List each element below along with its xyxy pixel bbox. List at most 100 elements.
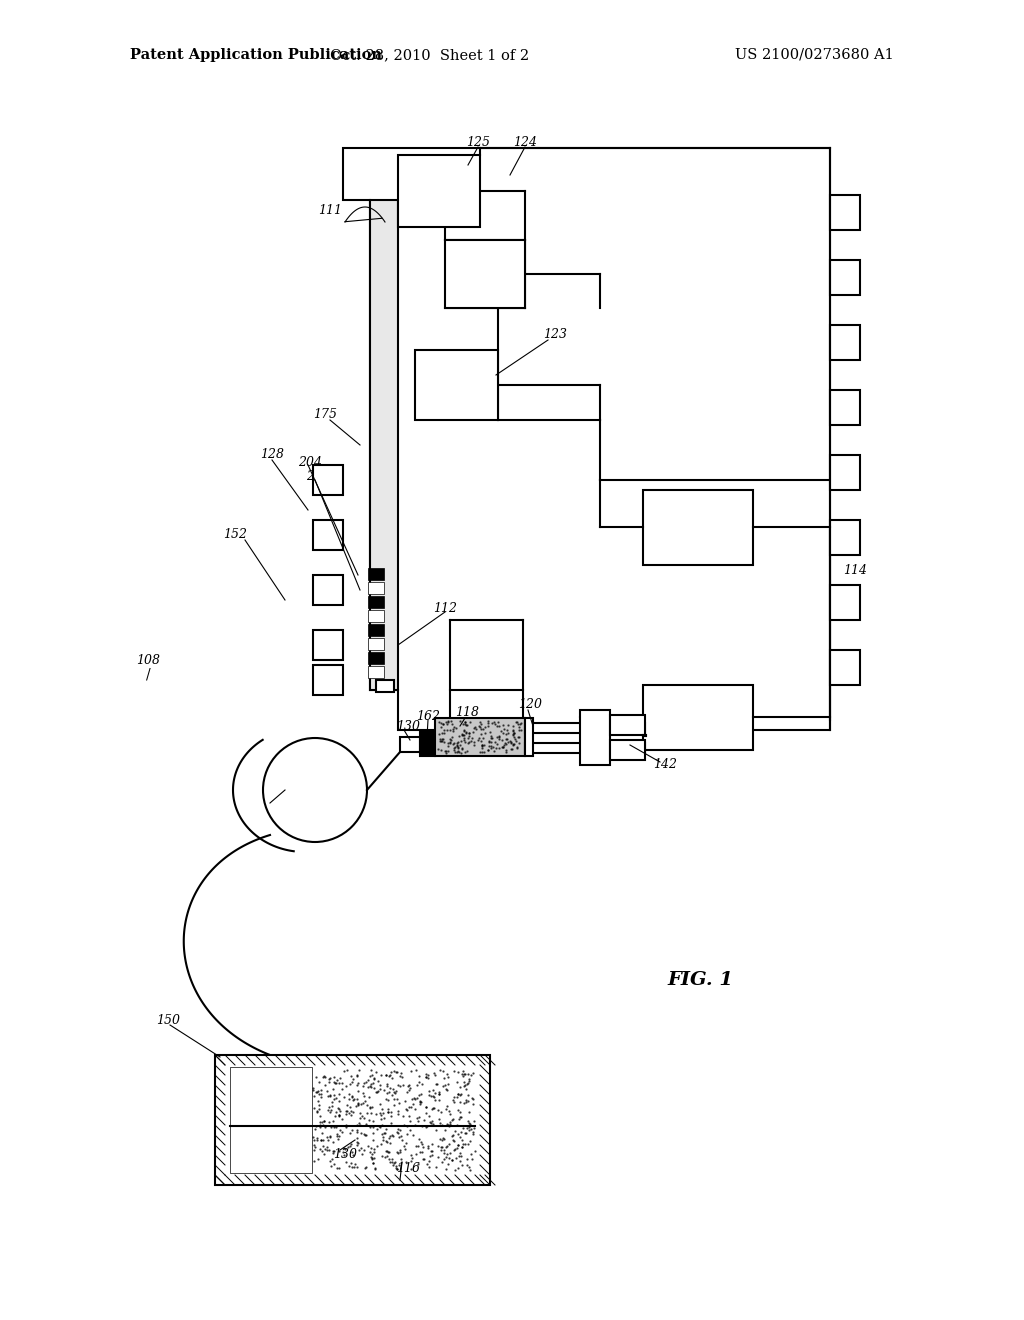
Point	[433, 739, 450, 760]
Point	[392, 1139, 409, 1160]
Point	[483, 727, 500, 748]
Point	[453, 1106, 469, 1127]
Point	[338, 1114, 354, 1135]
Point	[370, 1081, 386, 1102]
Point	[348, 1119, 365, 1140]
Point	[443, 710, 460, 731]
Point	[413, 1092, 429, 1113]
Point	[318, 1080, 335, 1101]
Point	[366, 1068, 382, 1089]
Point	[481, 735, 498, 756]
Point	[309, 1081, 326, 1102]
Point	[336, 1144, 352, 1166]
Point	[403, 1060, 420, 1081]
Bar	[313, 520, 343, 550]
Point	[430, 1135, 446, 1156]
Point	[375, 1127, 391, 1148]
Point	[459, 1148, 475, 1170]
Point	[314, 1067, 331, 1088]
Point	[356, 1125, 373, 1146]
Point	[435, 1148, 452, 1170]
Point	[397, 1133, 414, 1154]
Point	[359, 1104, 376, 1125]
Point	[311, 1106, 328, 1127]
Point	[407, 1114, 423, 1135]
Bar	[398, 154, 480, 227]
Point	[412, 1092, 428, 1113]
Point	[357, 1090, 374, 1111]
Point	[432, 1129, 449, 1150]
Point	[492, 715, 508, 737]
Point	[310, 1090, 327, 1111]
Point	[312, 1114, 329, 1135]
Point	[441, 733, 458, 754]
Point	[338, 1074, 354, 1096]
Point	[484, 713, 501, 734]
Point	[402, 1096, 419, 1117]
Point	[444, 1090, 461, 1111]
Point	[364, 1073, 380, 1094]
Point	[334, 1072, 350, 1093]
Point	[315, 1110, 332, 1131]
Point	[322, 1127, 338, 1148]
Point	[445, 718, 462, 739]
Point	[475, 727, 492, 748]
Point	[454, 730, 470, 751]
Point	[499, 729, 515, 750]
Point	[393, 1130, 410, 1151]
Point	[438, 1143, 455, 1164]
Bar	[368, 568, 384, 579]
Point	[430, 1147, 446, 1168]
Point	[460, 1133, 476, 1154]
Point	[466, 1117, 482, 1138]
Point	[472, 715, 488, 737]
Point	[511, 733, 527, 754]
Point	[428, 1073, 444, 1094]
Point	[440, 711, 457, 733]
Point	[328, 1072, 344, 1093]
Point	[461, 722, 477, 743]
Point	[389, 1142, 406, 1163]
Point	[474, 734, 490, 755]
Point	[379, 1131, 395, 1152]
Point	[377, 1122, 393, 1143]
Point	[392, 1063, 409, 1084]
Point	[329, 1102, 345, 1123]
Point	[369, 1135, 385, 1156]
Point	[344, 1142, 360, 1163]
Point	[418, 1067, 434, 1088]
Point	[375, 1102, 391, 1123]
Point	[460, 1072, 476, 1093]
Bar	[610, 741, 645, 760]
Point	[326, 1154, 342, 1175]
Point	[432, 711, 449, 733]
Point	[309, 1101, 326, 1122]
Point	[342, 1122, 358, 1143]
Point	[455, 1063, 471, 1084]
Point	[344, 1085, 360, 1106]
Point	[403, 1088, 420, 1109]
Point	[452, 711, 468, 733]
Point	[483, 737, 500, 758]
Point	[504, 738, 520, 759]
Point	[486, 711, 503, 733]
Point	[509, 737, 525, 758]
Point	[381, 1148, 397, 1170]
Point	[351, 1060, 368, 1081]
Point	[485, 737, 502, 758]
Point	[313, 1122, 330, 1143]
Point	[391, 1119, 408, 1140]
Point	[456, 721, 472, 742]
Point	[455, 725, 471, 746]
Point	[437, 1119, 454, 1140]
Point	[446, 742, 463, 763]
Point	[418, 1102, 434, 1123]
Point	[354, 1093, 371, 1114]
Point	[459, 1073, 475, 1094]
Point	[352, 1102, 369, 1123]
Point	[305, 1080, 322, 1101]
Text: 128: 128	[260, 449, 284, 462]
Point	[456, 1093, 472, 1114]
Point	[440, 1067, 457, 1088]
Point	[480, 715, 497, 737]
